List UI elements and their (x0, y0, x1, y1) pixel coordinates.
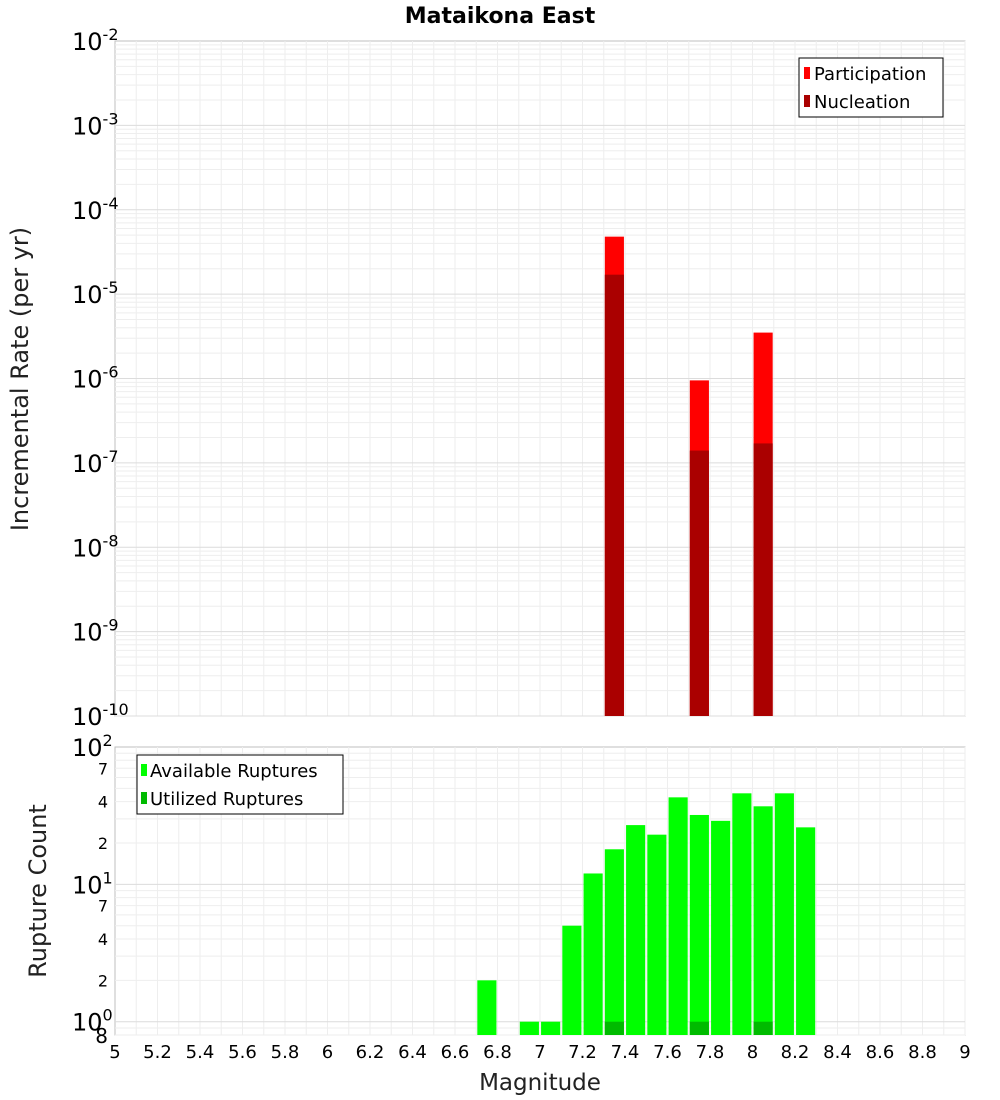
available-ruptures-bar (796, 827, 816, 1035)
nucleation-legend-swatch (804, 95, 810, 107)
x-tick-label: 6.6 (441, 1042, 470, 1063)
available-ruptures-bar (626, 825, 646, 1035)
rate-y-tick-label: 10-9 (72, 616, 119, 647)
count-y-tick-label: 102 (72, 731, 113, 762)
x-tick-label: 5 (109, 1042, 120, 1063)
rate-y-tick-label: 10-6 (72, 363, 119, 394)
available-legend-swatch (141, 764, 147, 776)
count-y-minor-tick-label: 8 (95, 1024, 108, 1048)
x-tick-label: 5.2 (143, 1042, 172, 1063)
rate-plot: 10-2 10-3 10-4 10-5 10-6 10-7 10-8 10-9 10-10 In… (6, 25, 966, 731)
count-y-minor-tick-label: 2 (98, 834, 108, 853)
rate-y-tick-exponent: -8 (103, 531, 119, 550)
x-tick-label: 6.4 (398, 1042, 427, 1063)
rate-bars (604, 236, 773, 716)
count-y-minor-tick-label: 4 (98, 930, 108, 949)
rate-y-tick-label: 10-7 (72, 447, 119, 478)
rate-y-tick-label: 10-2 (72, 25, 119, 56)
count-bars (477, 793, 816, 1035)
x-tick-label: 8.2 (781, 1042, 810, 1063)
available-ruptures-bar (774, 793, 794, 1035)
count-y-minor-tick-label: 7 (98, 759, 108, 778)
x-tick-label: 5.6 (228, 1042, 257, 1063)
available-ruptures-bar (519, 1021, 539, 1035)
rate-y-tick-label: 10-3 (72, 109, 119, 140)
count-y-minor-tick-label: 7 (98, 897, 108, 916)
available-ruptures-bar (541, 1021, 561, 1035)
utilized-legend-label: Utilized Ruptures (150, 789, 303, 810)
available-ruptures-bar (477, 980, 497, 1035)
rate-y-tick-exponent: -10 (103, 700, 129, 719)
nucleation-bar (604, 274, 624, 716)
available-ruptures-bar (647, 834, 667, 1035)
count-legend: Available Ruptures Utilized Ruptures (136, 754, 344, 815)
available-ruptures-bar (604, 849, 624, 1035)
rate-y-tick-exponent: -9 (103, 616, 119, 635)
nucleation-legend-label: Nucleation (814, 92, 910, 113)
x-tick-label: 7.8 (696, 1042, 725, 1063)
x-tick-label: 5.8 (271, 1042, 300, 1063)
count-y-tick-exponent: 1 (103, 868, 113, 887)
rate-y-tick-label: 10-5 (72, 278, 119, 309)
x-tick-label: 5.4 (186, 1042, 215, 1063)
count-legend-box (136, 754, 344, 815)
count-y-tick-exponent: 0 (103, 1006, 113, 1025)
rate-y-tick-exponent: -7 (103, 447, 119, 466)
x-axis-label: Magnitude (479, 1070, 601, 1096)
rate-grid (115, 41, 966, 717)
rate-legend-box (798, 57, 944, 118)
count-y-minor-tick-label: 4 (98, 793, 108, 812)
available-ruptures-bar (711, 820, 731, 1035)
available-ruptures-bar (562, 925, 582, 1035)
available-ruptures-bar (753, 806, 773, 1035)
utilized-ruptures-bar (604, 1021, 624, 1035)
rate-y-tick-exponent: -6 (103, 363, 119, 382)
x-tick-label: 8.8 (908, 1042, 937, 1063)
x-tick-label: 7 (534, 1042, 545, 1063)
count-y-tick-label: 101 (72, 868, 113, 899)
x-tick-label: 6 (322, 1042, 333, 1063)
x-tick-label: 8.4 (823, 1042, 852, 1063)
utilized-ruptures-bar (753, 1021, 773, 1035)
x-tick-label: 7.4 (611, 1042, 640, 1063)
available-legend-label: Available Ruptures (150, 761, 318, 782)
nucleation-bar (689, 450, 709, 716)
rate-y-tick-label: 10-4 (72, 194, 119, 225)
x-tick-label: 7.2 (568, 1042, 597, 1063)
x-tick-label: 7.6 (653, 1042, 682, 1063)
rate-y-tick-label: 10-10 (72, 700, 129, 731)
available-ruptures-bar (732, 793, 752, 1035)
x-tick-label: 6.2 (356, 1042, 385, 1063)
count-y-axis-label: Rupture Count (24, 804, 52, 978)
rate-legend: Participation Nucleation (798, 57, 944, 118)
participation-legend-swatch (804, 67, 810, 79)
x-tick-label: 9 (959, 1042, 970, 1063)
available-ruptures-bar (583, 873, 603, 1035)
x-tick-labels: 5 5.2 5.4 5.6 5.8 6 6.2 6.4 6.6 6.8 7 7.2 7.4 7.6 7.8 8… (109, 1042, 970, 1063)
count-y-minor-tick-label: 2 (98, 971, 108, 990)
x-tick-label: 8.6 (866, 1042, 895, 1063)
nucleation-bar (753, 443, 773, 716)
utilized-legend-swatch (141, 792, 147, 804)
rate-y-tick-exponent: -2 (103, 25, 119, 44)
participation-legend-label: Participation (814, 64, 926, 85)
x-tick-label: 8 (747, 1042, 758, 1063)
chart-title: Mataikona East (405, 4, 596, 29)
count-y-tick-exponent: 2 (103, 731, 113, 750)
available-ruptures-bar (689, 814, 709, 1035)
available-ruptures-bar (668, 797, 688, 1035)
rate-y-tick-exponent: -4 (103, 194, 119, 213)
rate-y-tick-label: 10-8 (72, 531, 119, 562)
utilized-ruptures-bar (689, 1021, 709, 1035)
rate-y-tick-exponent: -5 (103, 278, 119, 297)
x-tick-label: 6.8 (483, 1042, 512, 1063)
rate-y-axis-label: Incremental Rate (per yr) (6, 227, 34, 531)
rate-y-tick-exponent: -3 (103, 109, 119, 128)
